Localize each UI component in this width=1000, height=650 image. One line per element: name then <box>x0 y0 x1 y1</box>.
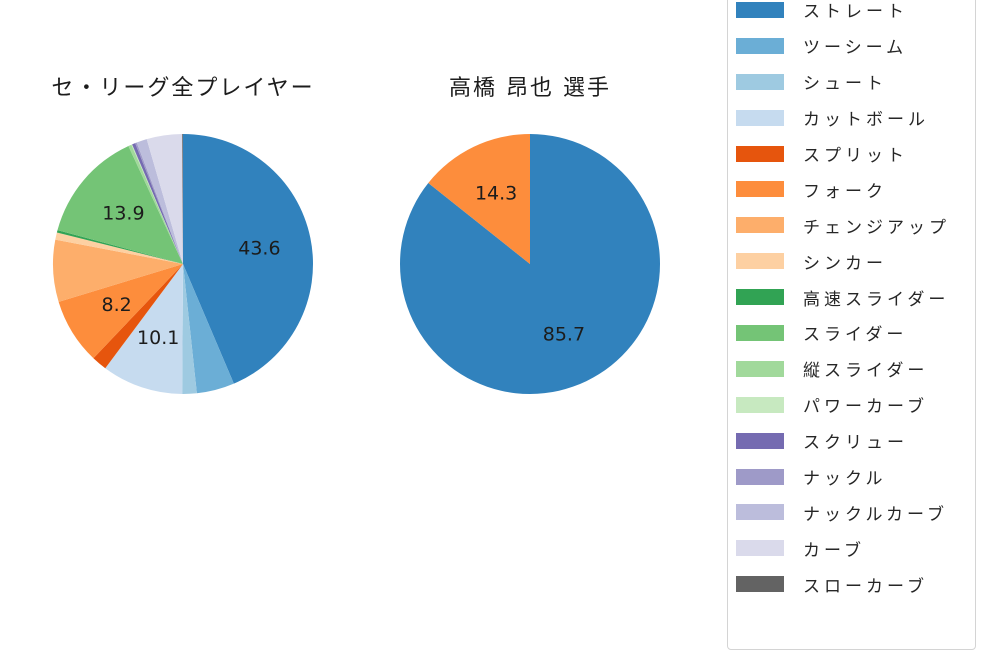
legend-item: カーブ <box>728 530 975 566</box>
legend-label: ツーシーム <box>803 38 908 59</box>
legend-swatch <box>736 109 784 126</box>
pie-slice <box>56 230 183 264</box>
legend-swatch <box>736 37 784 54</box>
pie-slice <box>52 239 184 302</box>
pie-slice <box>93 264 183 369</box>
legend-label: 縦スライダー <box>803 361 929 382</box>
legend-swatch <box>736 396 784 413</box>
legend-item: パワーカーブ <box>728 387 975 423</box>
pie-slice <box>55 232 183 264</box>
legend-label: スクリュー <box>803 433 908 454</box>
pie-value-label: 43.6 <box>238 237 280 259</box>
legend-swatch <box>736 360 784 377</box>
legend-label: カーブ <box>803 540 865 561</box>
legend-label: ストレート <box>803 2 908 23</box>
legend-swatch <box>736 73 784 90</box>
legend-item: チェンジアップ <box>728 207 975 243</box>
legend-swatch <box>736 468 784 485</box>
pie-value-label: 13.9 <box>102 203 144 225</box>
legend-swatch <box>736 253 784 270</box>
legend-swatch <box>736 432 784 449</box>
legend-swatch <box>736 540 784 557</box>
pie-slice <box>146 134 183 264</box>
figure-canvas: セ・リーグ全プレイヤー 高橋 昂也 選手 43.6 10.1 8.2 13.9 85.… <box>51 0 976 650</box>
left-pie-chart: 43.6 10.1 8.2 13.9 <box>52 133 314 395</box>
legend-swatch <box>736 145 784 162</box>
legend-swatch <box>736 1 784 18</box>
legend-item: ツーシーム <box>728 28 975 64</box>
legend-item: スクリュー <box>728 423 975 459</box>
legend-item: スローカーブ <box>728 566 975 602</box>
legend-label: 高速スライダー <box>803 289 950 310</box>
legend-swatch <box>736 289 784 306</box>
legend-item: フォーク <box>728 171 975 207</box>
pie-slice <box>135 142 183 264</box>
pie-slice <box>182 264 197 395</box>
legend-item: カットボール <box>728 100 975 136</box>
pie-slice <box>58 264 183 359</box>
legend-label: スプリット <box>803 146 908 166</box>
legend-swatch <box>736 181 784 198</box>
legend-label: スライダー <box>803 325 908 346</box>
pie-value-label: 85.7 <box>543 323 585 345</box>
legend-swatch <box>736 576 784 593</box>
legend-label: シュート <box>803 74 887 95</box>
legend-item: シンカー <box>728 243 975 279</box>
legend-swatch <box>736 217 784 234</box>
pie-slice <box>428 134 530 264</box>
legend-item: スプリット <box>728 136 975 172</box>
pie-value-label: 10.1 <box>137 327 179 349</box>
pie-value-label: 8.2 <box>101 294 131 316</box>
legend-item: ナックルカーブ <box>728 494 975 530</box>
legend-item: ナックル <box>728 459 975 495</box>
legend-label: スローカーブ <box>803 576 928 597</box>
legend-label: ナックル <box>803 469 887 490</box>
right-pie-chart: 85.7 14.3 <box>400 134 661 394</box>
legend-label: ナックルカーブ <box>803 504 948 525</box>
pie-slice <box>182 133 183 264</box>
legend-items: ストレートツーシームシュートカットボール スプリットフォークチェンジアップ シンカー… <box>728 0 975 602</box>
legend-label: カットボール <box>803 110 929 131</box>
pie-slice <box>132 143 183 264</box>
legend-item: スライダー <box>728 315 975 351</box>
legend-item: ストレート <box>728 0 975 28</box>
legend-box: ストレートツーシームシュートカットボール スプリットフォークチェンジアップ シンカー… <box>727 0 976 650</box>
pie-slice <box>57 146 183 264</box>
pie-slice <box>105 264 183 394</box>
pie-slice <box>136 139 183 264</box>
pie-slice <box>128 144 183 264</box>
legend-label: フォーク <box>803 181 887 202</box>
pie-value-label: 14.3 <box>475 183 517 205</box>
legend-item: 縦スライダー <box>728 351 975 387</box>
legend-label: チェンジアップ <box>803 217 950 238</box>
left-pie-title: セ・リーグ全プレイヤー <box>51 76 315 101</box>
legend-item: 高速スライダー <box>728 279 975 315</box>
legend-swatch <box>736 504 784 521</box>
right-pie-title: 高橋 昂也 選手 <box>449 76 611 101</box>
legend-label: シンカー <box>803 253 887 274</box>
pie-slice <box>183 134 314 384</box>
pie-slice <box>131 144 183 264</box>
legend-swatch <box>736 324 784 341</box>
legend-item: シュート <box>728 64 975 100</box>
pie-slice <box>400 134 661 394</box>
pie-slice <box>183 264 234 394</box>
legend-label: パワーカーブ <box>803 397 928 418</box>
